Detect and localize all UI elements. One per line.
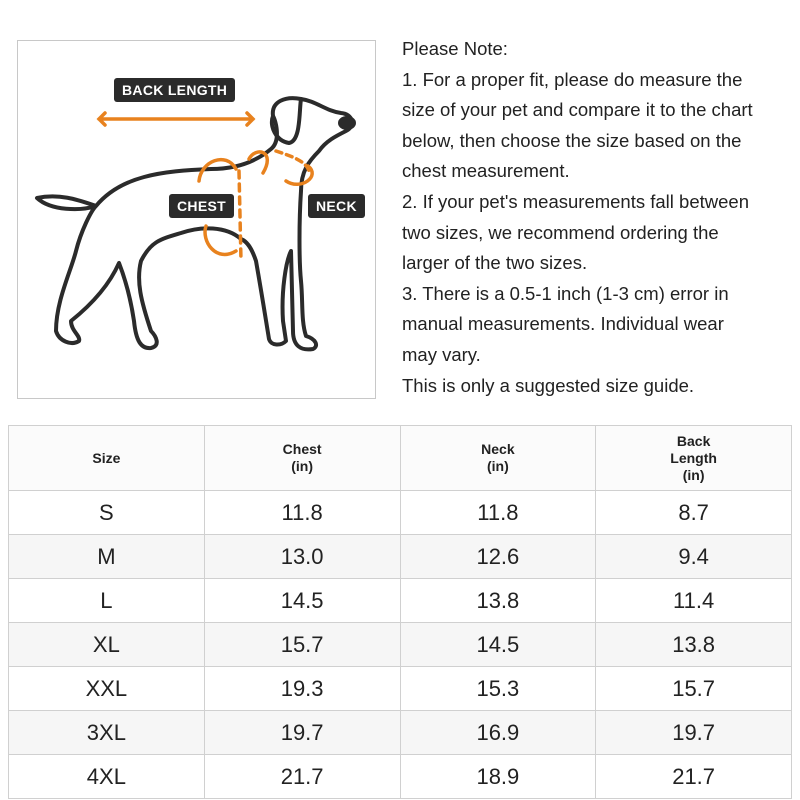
header-text: Chest xyxy=(282,441,322,457)
note-line: 1. For a proper fit, please do measure t… xyxy=(402,68,743,90)
size-chart-table: Size Chest (in) Neck (in) Back Length (in) S 11.… xyxy=(8,425,792,799)
table-row: 3XL 19.7 16.9 19.7 xyxy=(8,710,792,755)
dog-outline-illustration xyxy=(35,96,356,352)
table-header-row: Size Chest (in) Neck (in) Back Length (in) xyxy=(8,425,792,491)
table-row: L 14.5 13.8 11.4 xyxy=(8,578,792,623)
column-header-size: Size xyxy=(8,425,205,491)
note-line: larger of the two sizes. xyxy=(402,252,588,274)
table-row: 4XL 21.7 18.9 21.7 xyxy=(8,754,792,799)
cell-size: XL xyxy=(8,622,205,667)
cell-chest: 15.7 xyxy=(203,622,401,667)
cell-neck: 14.5 xyxy=(399,622,597,667)
dog-nose xyxy=(338,116,356,130)
cell-back-length: 19.7 xyxy=(595,710,792,755)
cell-chest: 11.8 xyxy=(203,490,401,535)
cell-back-length: 13.8 xyxy=(595,622,792,667)
cell-back-length: 11.4 xyxy=(595,578,792,623)
cell-size: M xyxy=(8,534,205,579)
note-line: manual measurements. Individual wear xyxy=(402,313,724,335)
measurement-arrows xyxy=(96,111,314,263)
header-text: Neck xyxy=(481,441,515,457)
header-text: (in) xyxy=(486,458,509,474)
header-text: Size xyxy=(92,449,121,466)
dog-silhouette xyxy=(35,96,354,352)
cell-size: 4XL xyxy=(8,754,205,799)
neck-arrow-right xyxy=(284,164,314,187)
note-line: 3. There is a 0.5-1 inch (1-3 cm) error … xyxy=(402,282,729,304)
note-line: 2. If your pet's measurements fall betwe… xyxy=(402,190,749,212)
cell-size: 3XL xyxy=(8,710,205,755)
cell-size: S xyxy=(8,490,205,535)
chest-arrow-top xyxy=(197,157,238,183)
cell-back-length: 8.7 xyxy=(595,490,792,535)
note-line: two sizes, we recommend ordering the xyxy=(402,221,719,243)
chest-arrow-bottom xyxy=(203,224,238,257)
cell-chest: 14.5 xyxy=(203,578,401,623)
note-line: size of your pet and compare it to the c… xyxy=(402,99,753,121)
cell-back-length: 9.4 xyxy=(595,534,792,579)
cell-chest: 13.0 xyxy=(203,534,401,579)
header-text: Back xyxy=(676,432,711,449)
size-notes: Please Note: 1. For a proper fit, please… xyxy=(402,34,797,401)
chest-label: CHEST xyxy=(169,194,234,218)
table-row: XXL 19.3 15.3 15.7 xyxy=(8,666,792,711)
cell-chest: 19.7 xyxy=(203,710,401,755)
cell-neck: 16.9 xyxy=(399,710,597,755)
cell-neck: 15.3 xyxy=(399,666,597,711)
back-length-arrow xyxy=(96,111,256,127)
table-row: XL 15.7 14.5 13.8 xyxy=(8,622,792,667)
cell-back-length: 21.7 xyxy=(595,754,792,799)
dog-measurement-diagram: BACK LENGTH CHEST NECK xyxy=(17,40,376,399)
cell-neck: 18.9 xyxy=(399,754,597,799)
note-line: below, then choose the size based on the xyxy=(402,129,742,151)
cell-neck: 11.8 xyxy=(399,490,597,535)
column-header-chest: Chest (in) xyxy=(203,425,401,491)
neck-dashed-line xyxy=(274,149,311,173)
note-line: This is only a suggested size guide. xyxy=(402,374,695,396)
cell-size: L xyxy=(8,578,205,623)
table-row: S 11.8 11.8 8.7 xyxy=(8,490,792,535)
neck-arrow-left xyxy=(247,150,270,175)
note-line: chest measurement. xyxy=(402,160,570,182)
cell-back-length: 15.7 xyxy=(595,666,792,711)
header-text: (in) xyxy=(682,466,705,483)
neck-label: NECK xyxy=(308,194,365,218)
cell-chest: 21.7 xyxy=(203,754,401,799)
note-line: may vary. xyxy=(402,343,481,365)
cell-size: XXL xyxy=(8,666,205,711)
back-length-label: BACK LENGTH xyxy=(114,78,236,102)
header-text: Length xyxy=(670,449,717,466)
cell-chest: 19.3 xyxy=(203,666,401,711)
cell-neck: 12.6 xyxy=(399,534,597,579)
table-row: M 13.0 12.6 9.4 xyxy=(8,534,792,579)
header-text: (in) xyxy=(291,458,313,474)
cell-neck: 13.8 xyxy=(399,578,597,623)
chest-dashed-line xyxy=(237,169,243,263)
column-header-neck: Neck (in) xyxy=(399,425,597,491)
notes-heading: Please Note: xyxy=(402,38,508,59)
column-header-back-length: Back Length (in) xyxy=(595,425,792,491)
